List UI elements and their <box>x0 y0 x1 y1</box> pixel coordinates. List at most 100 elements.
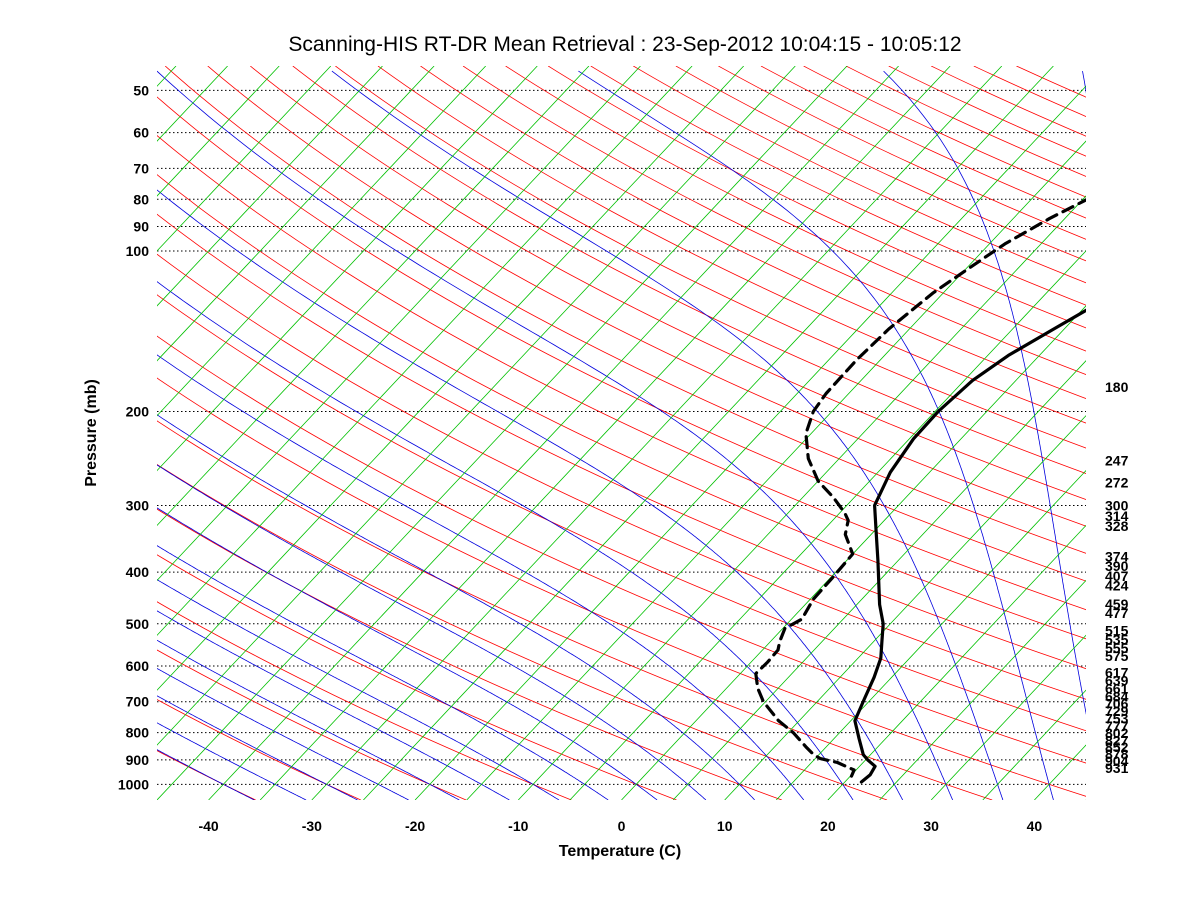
right-axis-label: 390 <box>1105 558 1129 574</box>
isotherm <box>157 66 280 197</box>
dry-adiabat <box>157 601 572 800</box>
isotherm <box>724 415 1086 800</box>
right-axis-label: 535 <box>1105 631 1129 647</box>
y-axis-label: Pressure (mb) <box>83 379 100 487</box>
moist-adiabat <box>157 507 658 800</box>
isotherm <box>157 66 796 746</box>
isotherm <box>0 66 73 800</box>
x-tick-label: -20 <box>405 818 425 834</box>
pressure-gridlines <box>157 89 1086 785</box>
x-axis-ticks: -40 -30 -20 -10 0 10 20 30 40 <box>198 818 1042 834</box>
moist-adiabat <box>157 70 953 800</box>
right-axis-label: 328 <box>1105 518 1129 534</box>
dry-adiabat <box>845 66 1086 177</box>
dry-adiabat <box>157 464 888 800</box>
moist-adiabat <box>1180 71 1200 800</box>
isotherm <box>157 66 228 142</box>
moist-adiabat <box>157 545 609 800</box>
moist-adiabat <box>157 639 460 800</box>
isotherm <box>157 66 641 581</box>
right-axis-label: 424 <box>1105 578 1129 594</box>
moist-adiabat <box>157 464 707 800</box>
profiles <box>754 198 1086 784</box>
skewed-isotherms <box>0 66 1200 800</box>
y-tick-label: 80 <box>133 191 149 207</box>
right-axis-label: 515 <box>1105 623 1129 639</box>
x-tick-label: 30 <box>923 818 939 834</box>
isotherm <box>569 250 1086 800</box>
moist-adiabat <box>578 70 1054 800</box>
y-tick-label: 800 <box>126 725 150 741</box>
isotherm <box>157 66 435 362</box>
dry-adiabat <box>207 66 1086 527</box>
dry-adiabat <box>420 66 1086 400</box>
y-tick-label: 600 <box>126 658 150 674</box>
dry-adiabat <box>292 66 1086 474</box>
isotherm <box>157 66 486 417</box>
dry-adiabat <box>157 213 1086 670</box>
isotherm <box>879 579 1086 800</box>
right-axis-label: 407 <box>1105 568 1129 584</box>
isotherm <box>1085 799 1086 800</box>
dry-adiabat <box>505 66 1086 352</box>
dry-adiabat <box>335 66 1086 449</box>
moist-adiabat <box>157 695 358 800</box>
isotherm <box>157 66 693 636</box>
right-axis-label: 180 <box>1105 379 1129 395</box>
y-tick-label: 200 <box>126 404 150 420</box>
y-tick-label: 50 <box>133 82 149 98</box>
dry-adiabats <box>157 66 1086 800</box>
right-axis-label: 827 <box>1105 732 1129 748</box>
isotherm <box>0 66 124 800</box>
right-axis-label: 314 <box>1105 508 1129 524</box>
right-axis-label: 459 <box>1105 596 1129 612</box>
dry-adiabat <box>157 699 361 800</box>
isotherm <box>827 524 1086 800</box>
dry-adiabat <box>931 66 1086 137</box>
right-axis-label: 753 <box>1105 711 1129 727</box>
moist-adiabat <box>157 610 510 800</box>
y-tick-label: 300 <box>126 497 150 513</box>
right-axis-label: 575 <box>1105 648 1129 664</box>
dry-adiabat <box>760 66 1086 219</box>
moist-adiabat <box>157 579 560 800</box>
right-axis-label: 878 <box>1105 746 1129 762</box>
right-axis-label: 684 <box>1105 688 1129 704</box>
dry-adiabat <box>462 66 1086 376</box>
isotherm <box>157 66 383 307</box>
x-tick-label: 0 <box>618 818 626 834</box>
dry-adiabat <box>157 750 256 800</box>
dry-adiabat <box>164 66 1086 554</box>
right-axis-label: 617 <box>1105 664 1129 680</box>
isotherm <box>157 66 590 527</box>
y-tick-label: 1000 <box>118 776 149 792</box>
y-tick-label: 400 <box>126 564 150 580</box>
dry-adiabat <box>547 66 1086 329</box>
dry-adiabat <box>675 66 1086 262</box>
right-axis-label: 729 <box>1105 703 1129 719</box>
moist-adiabat <box>157 354 805 800</box>
right-axis-label: 777 <box>1105 718 1129 734</box>
isotherm <box>1138 66 1200 800</box>
dry-adiabat <box>157 335 1086 764</box>
isotherm <box>311 66 1003 800</box>
moist-adiabat <box>157 189 904 800</box>
dry-adiabat <box>250 66 1086 500</box>
right-axis-label: 374 <box>1105 549 1129 565</box>
right-axis-label: 931 <box>1105 760 1129 776</box>
y-tick-label: 70 <box>133 160 149 176</box>
isotherm <box>157 66 538 472</box>
right-axis-label: 477 <box>1105 605 1129 621</box>
dewpoint-profile <box>754 198 1086 778</box>
x-tick-label: -10 <box>508 818 528 834</box>
dry-adiabat <box>157 420 993 800</box>
isotherm <box>157 66 332 252</box>
dry-adiabat <box>157 253 1086 700</box>
isotherm <box>776 469 1086 800</box>
x-axis-label: Temperature (C) <box>559 843 681 860</box>
plot-area <box>0 66 1200 800</box>
dry-adiabat <box>157 508 782 800</box>
isotherm <box>982 689 1086 800</box>
right-axis-label: 706 <box>1105 696 1129 712</box>
y-tick-label: 90 <box>133 219 149 235</box>
